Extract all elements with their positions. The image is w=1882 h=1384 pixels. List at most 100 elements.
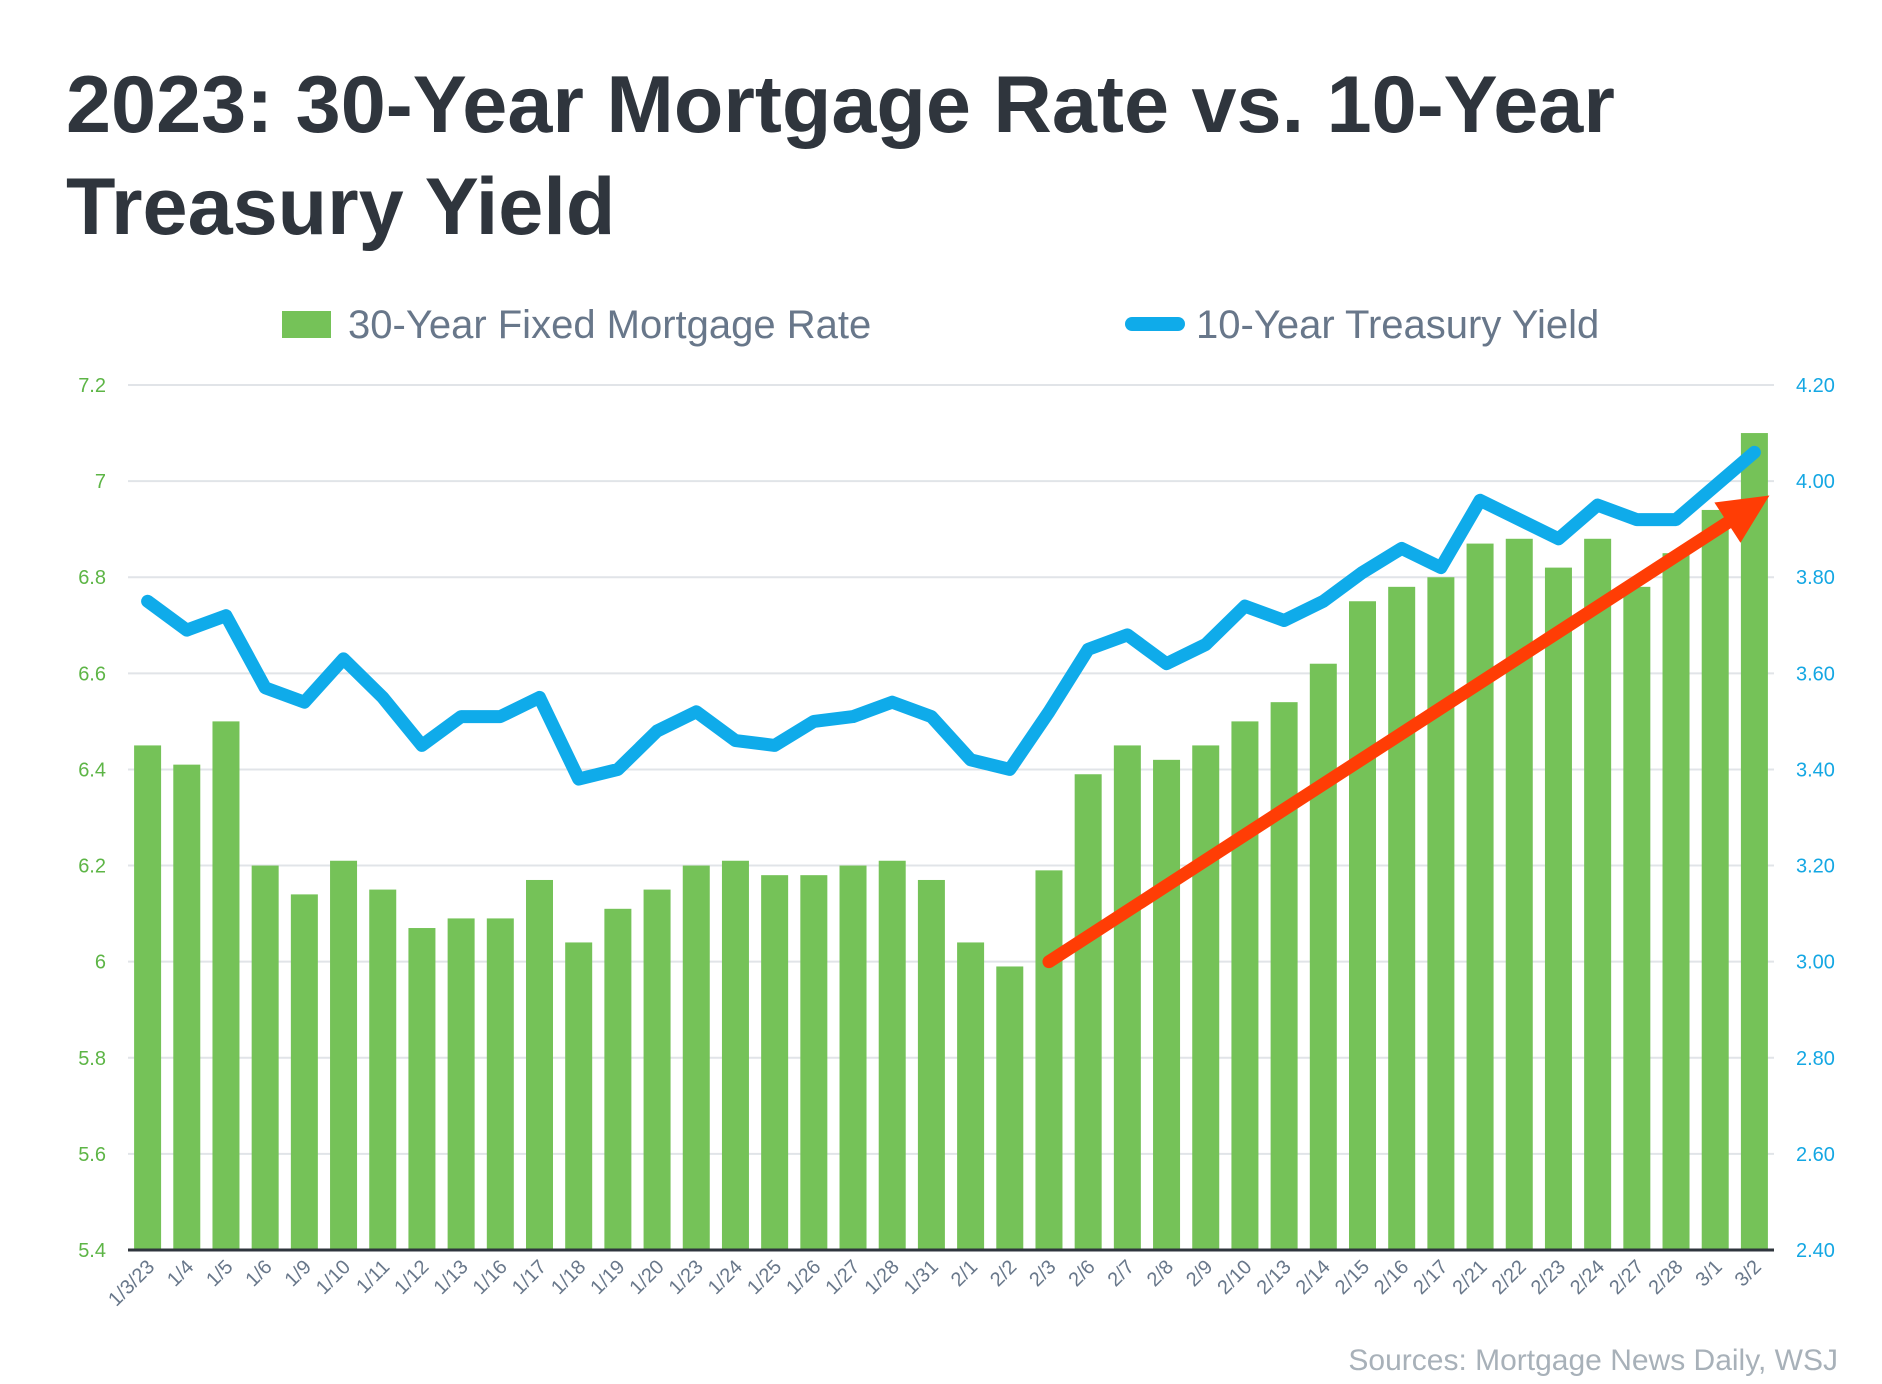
x-tick-label: 2/1 (947, 1256, 982, 1291)
right-tick-label: 3.20 (1796, 856, 1835, 878)
treasury-line (141, 445, 1761, 786)
mortgage-bar (1349, 601, 1376, 1250)
mortgage-bar (682, 865, 710, 1250)
legend: 30-Year Fixed Mortgage Rate 10-Year Trea… (282, 303, 1599, 347)
right-tick-label: 3.00 (1796, 952, 1835, 974)
mortgage-bar (1153, 759, 1181, 1250)
x-tick-label: 1/20 (626, 1256, 669, 1299)
x-tick-label: 2/28 (1644, 1256, 1687, 1299)
x-tick-label: 1/26 (782, 1256, 825, 1299)
mortgage-bar (251, 865, 279, 1250)
mortgage-bar (1701, 509, 1729, 1250)
left-tick-label: 5.4 (78, 1240, 106, 1262)
x-tick-label: 1/18 (547, 1256, 590, 1299)
mortgage-bar (1740, 433, 1768, 1250)
x-tick-label: 1/16 (469, 1256, 512, 1299)
left-tick-label: 5.6 (78, 1144, 106, 1166)
x-tick-label: 2/17 (1409, 1256, 1452, 1299)
legend-bar-label: 30-Year Fixed Mortgage Rate (348, 303, 871, 347)
x-tick-label: 2/16 (1370, 1256, 1413, 1299)
x-tick-label: 2/13 (1253, 1256, 1296, 1299)
x-tick-label: 3/1 (1692, 1256, 1727, 1291)
right-tick-label: 2.60 (1796, 1144, 1835, 1166)
x-tick-label: 1/11 (352, 1256, 394, 1298)
mortgage-bar (1113, 745, 1141, 1250)
right-tick-label: 4.20 (1796, 375, 1835, 397)
mortgage-bar (1074, 774, 1102, 1250)
x-tick-label: 1/13 (430, 1256, 473, 1299)
x-tick-label: 1/17 (508, 1256, 551, 1299)
x-tick-label: 1/19 (586, 1256, 629, 1299)
mortgage-bar (1192, 745, 1220, 1250)
right-tick-label: 2.40 (1796, 1240, 1835, 1262)
mortgage-bar (290, 894, 318, 1250)
x-tick-label: 2/3 (1025, 1256, 1060, 1291)
x-tick-label: 1/3/23 (104, 1256, 159, 1311)
x-tick-label: 2/7 (1104, 1256, 1139, 1291)
left-tick-label: 6.4 (78, 759, 106, 781)
x-tick-label: 2/8 (1143, 1256, 1178, 1291)
mortgage-bar (408, 928, 436, 1250)
mortgage-bar (604, 908, 632, 1250)
left-tick-label: 5.8 (78, 1048, 106, 1070)
chart-title: 2023: 30-Year Mortgage Rate vs. 10-Year … (66, 60, 1615, 252)
right-axis-ticks: 2.40 2.60 2.80 3.00 3.20 3.40 3.60 3.80 4.00 4.20 (1796, 375, 1835, 1262)
x-tick-label: 1/5 (202, 1256, 237, 1291)
mortgage-bar (369, 889, 397, 1250)
source-note: Sources: Mortgage News Daily, WSJ (1348, 1344, 1838, 1377)
mortgage-bar (1388, 586, 1416, 1250)
mortgage-bar (1623, 586, 1651, 1250)
left-axis-ticks: 5.4 5.6 5.8 6 6.2 6.4 6.6 6.8 7 7.2 (78, 375, 106, 1262)
mortgage-bar (996, 966, 1024, 1250)
mortgage-bar (878, 860, 906, 1250)
right-tick-label: 4.00 (1796, 471, 1835, 493)
x-tick-label: 2/14 (1292, 1256, 1335, 1299)
left-tick-label: 6 (95, 952, 106, 974)
x-tick-label: 2/10 (1213, 1256, 1256, 1299)
mortgage-bar (134, 745, 162, 1250)
x-tick-label: 1/31 (900, 1256, 943, 1299)
x-tick-label: 1/6 (241, 1256, 276, 1291)
mortgage-bar (1270, 702, 1298, 1250)
trend-arrow-head (1714, 495, 1770, 543)
mortgage-bar (957, 942, 985, 1250)
mortgage-bar (1231, 721, 1259, 1250)
x-tick-label: 1/28 (861, 1256, 904, 1299)
x-tick-label: 1/10 (312, 1256, 355, 1299)
trend-arrow (1042, 495, 1770, 969)
treasury-line-path (141, 445, 1761, 786)
x-tick-label: 2/15 (1331, 1256, 1374, 1299)
x-tick-label: 1/27 (821, 1256, 864, 1299)
x-tick-label: 2/21 (1449, 1256, 1492, 1299)
mortgage-bar (565, 942, 593, 1250)
x-tick-label: 1/23 (665, 1256, 708, 1299)
x-tick-label: 2/22 (1488, 1256, 1531, 1299)
mortgage-bar (761, 875, 789, 1250)
mortgage-bar (486, 918, 514, 1250)
mortgage-bar (1309, 663, 1337, 1250)
left-tick-label: 6.8 (78, 567, 106, 589)
mortgage-bar (1035, 870, 1063, 1250)
mortgage-bar (800, 875, 828, 1250)
mortgage-bar (643, 889, 671, 1250)
x-tick-label: 1/9 (281, 1256, 316, 1291)
x-tick-label: 1/25 (743, 1256, 786, 1299)
mortgage-bar (917, 879, 945, 1250)
right-tick-label: 3.80 (1796, 567, 1835, 589)
mortgage-bar (1584, 538, 1612, 1250)
x-tick-label: 2/23 (1527, 1256, 1570, 1299)
x-tick-label: 2/2 (986, 1256, 1021, 1291)
mortgage-bar (173, 764, 201, 1250)
mortgage-bar (1544, 567, 1572, 1250)
x-tick-label: 1/12 (390, 1256, 433, 1299)
x-tick-label: 2/6 (1064, 1256, 1099, 1291)
x-tick-label: 2/9 (1182, 1256, 1217, 1291)
mortgage-bar (526, 879, 553, 1250)
mortgage-bar (1662, 553, 1690, 1250)
left-tick-label: 7.2 (78, 375, 106, 397)
x-tick-label: 1/24 (704, 1256, 747, 1299)
trend-arrow-shaft (1042, 516, 1734, 969)
x-tick-label: 2/27 (1605, 1256, 1648, 1299)
right-tick-label: 3.40 (1796, 759, 1835, 781)
